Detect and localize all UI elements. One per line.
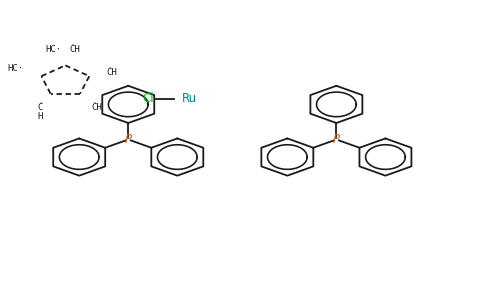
Text: HC·: HC· [8,64,24,73]
Text: P: P [333,133,340,146]
Text: P: P [125,133,132,146]
Text: Ċ
H: Ċ H [37,103,43,121]
Text: ĊH: ĊH [107,68,118,77]
Text: ĊH: ĊH [69,45,80,54]
Text: ĊH: ĊH [91,103,102,112]
Text: Cl: Cl [142,92,154,106]
Text: HC·: HC· [45,45,61,54]
Text: Ru: Ru [182,92,197,106]
